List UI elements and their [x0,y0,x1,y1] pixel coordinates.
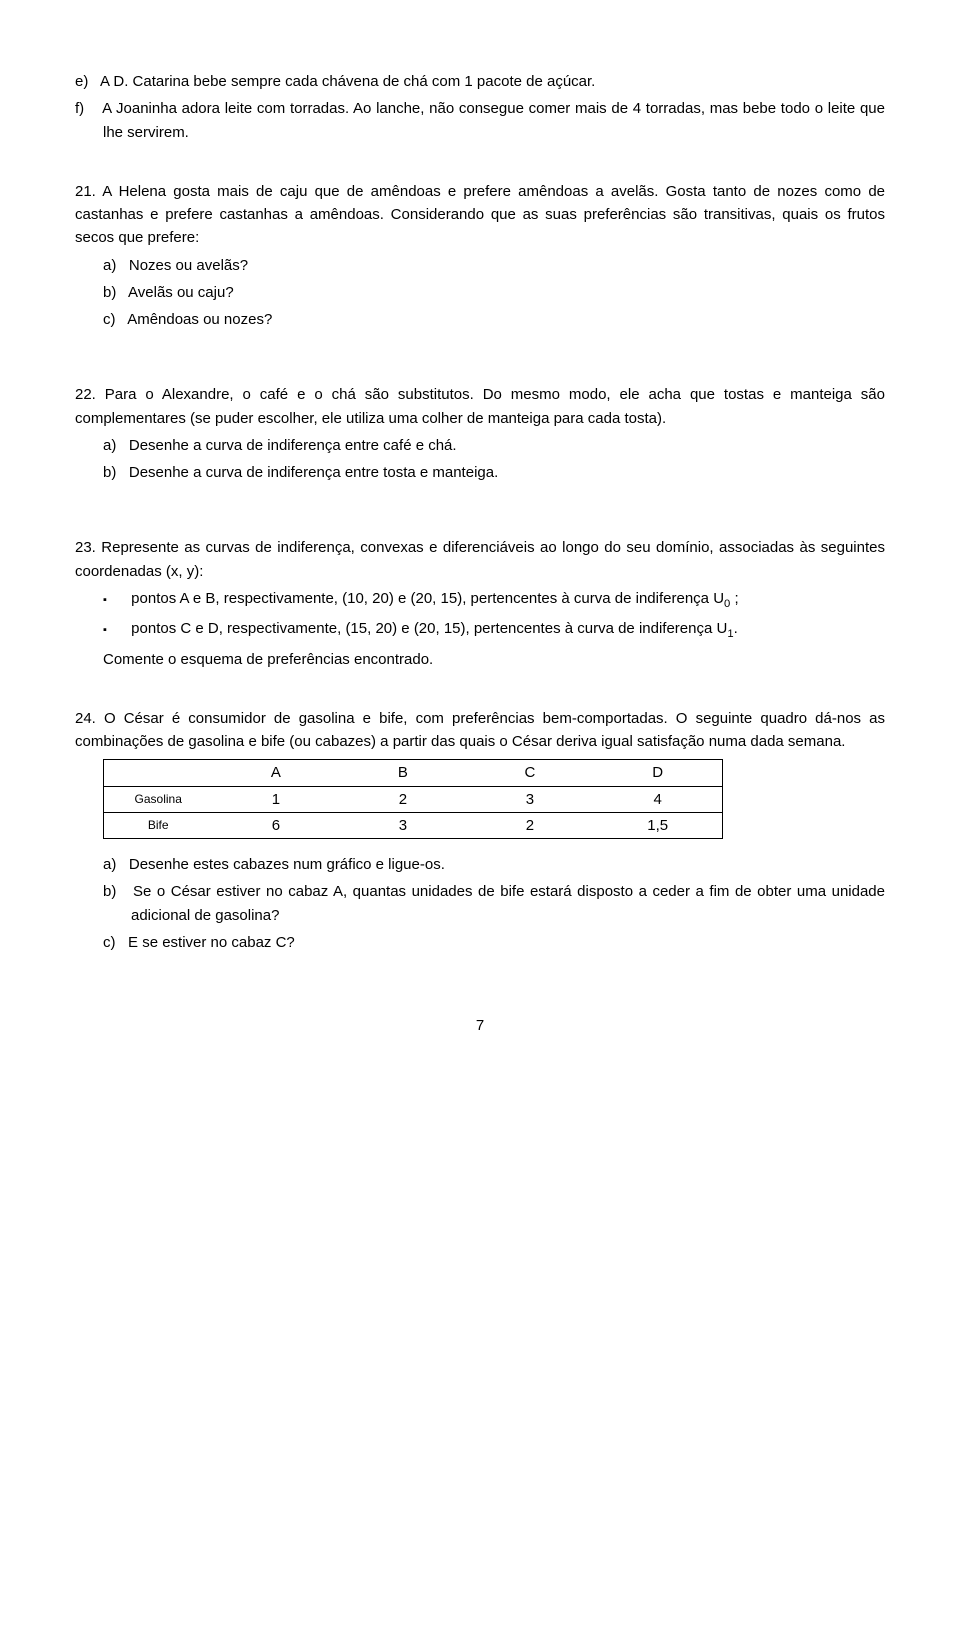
marker: a) [103,257,116,274]
q24-c: c) E se estiver no cabaz C? [103,931,885,954]
text: . [734,620,738,637]
table-cell: 3 [466,786,593,812]
q21-c: c) Amêndoas ou nozes? [103,308,885,331]
text: pontos C e D, respectivamente, (15, 20) … [131,620,716,637]
table-header-cell [104,760,213,786]
text: Avelãs ou caju? [128,284,234,301]
table-header-cell: D [593,760,722,786]
q22-b: b) Desenhe a curva de indiferença entre … [103,461,885,484]
q22-a: a) Desenhe a curva de indiferença entre … [103,434,885,457]
table-header-cell: A [212,760,339,786]
q21-b: b) Avelãs ou caju? [103,281,885,304]
marker: e) [75,73,88,90]
q24-table: A B C D Gasolina 1 2 3 4 Bife 6 3 2 1,5 [103,759,723,839]
marker: c) [103,311,116,328]
marker: b) [103,464,116,481]
text: pontos A e B, respectivamente, (10, 20) … [131,590,713,607]
table-cell: 3 [339,812,466,838]
text: : [199,563,203,580]
table-cell: Gasolina [104,786,213,812]
question-21: 21. A Helena gosta mais de caju que de a… [75,180,885,332]
q24-b: b) Se o César estiver no cabaz A, quanta… [103,880,885,927]
text: A Joaninha adora leite com torradas. Ao … [102,100,885,140]
item-e: e) A D. Catarina bebe sempre cada cháven… [75,70,885,93]
table-cell: 2 [339,786,466,812]
table-cell: 2 [466,812,593,838]
page-number: 7 [75,1014,885,1037]
table-row: Gasolina 1 2 3 4 [104,786,723,812]
table-cell: Bife [104,812,213,838]
marker: f) [75,100,84,117]
q21-intro: 21. A Helena gosta mais de caju que de a… [75,180,885,250]
text: Amêndoas ou nozes? [127,311,272,328]
text: Se o César estiver no cabaz A, quantas u… [131,883,885,923]
q23-bullet-2: pontos C e D, respectivamente, (15, 20) … [103,617,885,643]
text: A D. Catarina bebe sempre cada chávena d… [100,73,595,90]
coord: (x, y) [166,563,199,580]
marker: b) [103,883,116,900]
table-cell: 1,5 [593,812,722,838]
table-row: Bife 6 3 2 1,5 [104,812,723,838]
question-22: 22. Para o Alexandre, o café e o chá são… [75,383,885,484]
q24-intro: 24. O César é consumidor de gasolina e b… [75,707,885,754]
marker: a) [103,856,116,873]
table-cell: 1 [212,786,339,812]
u-symbol: U [713,590,724,607]
text: Desenhe a curva de indiferença entre caf… [129,437,457,454]
text: ; [730,590,738,607]
text: Nozes ou avelãs? [129,257,248,274]
q23-intro: 23. Represente as curvas de indiferença,… [75,536,885,583]
q21-a: a) Nozes ou avelãs? [103,254,885,277]
text: Desenhe a curva de indiferença entre tos… [129,464,498,481]
q22-intro: 22. Para o Alexandre, o café e o chá são… [75,383,885,430]
marker: b) [103,284,116,301]
table-cell: 6 [212,812,339,838]
table-header-row: A B C D [104,760,723,786]
text: Desenhe estes cabazes num gráfico e ligu… [129,856,445,873]
q23-bullet-1: pontos A e B, respectivamente, (10, 20) … [103,587,885,613]
q24-a: a) Desenhe estes cabazes num gráfico e l… [103,853,885,876]
q23-outro: Comente o esquema de preferências encont… [75,648,885,671]
marker: c) [103,934,116,951]
u-symbol: U [717,620,728,637]
table-header-cell: B [339,760,466,786]
question-24: 24. O César é consumidor de gasolina e b… [75,707,885,954]
item-f: f) A Joaninha adora leite com torradas. … [75,97,885,144]
marker: a) [103,437,116,454]
question-23: 23. Represente as curvas de indiferença,… [75,536,885,671]
table-header-cell: C [466,760,593,786]
text: E se estiver no cabaz C? [128,934,295,951]
table-cell: 4 [593,786,722,812]
